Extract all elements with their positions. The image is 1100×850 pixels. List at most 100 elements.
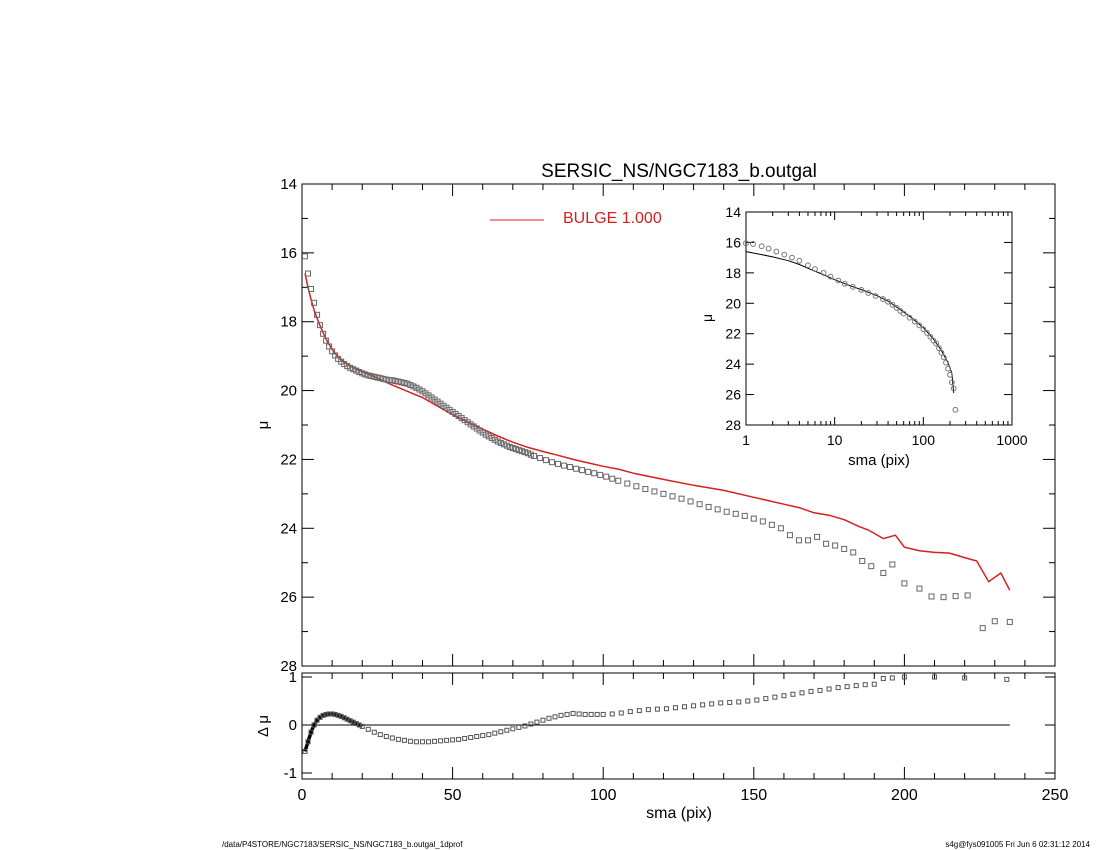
- residual-point: [302, 748, 308, 754]
- residual-point: [401, 737, 407, 743]
- observed-point: [488, 435, 495, 442]
- main-y-tick-label: 28: [280, 658, 297, 675]
- residual-point: [377, 732, 383, 738]
- inset-x-axis-label: sma (pix): [848, 452, 910, 469]
- observed-point: [509, 445, 516, 452]
- main-y-tick-label: 22: [280, 451, 297, 468]
- residual-point: [314, 717, 320, 723]
- residual-point: [356, 722, 362, 728]
- residual-dense-curve: [303, 712, 363, 752]
- inset-observed-point: [938, 349, 945, 356]
- observed-point: [332, 352, 339, 359]
- residual-point: [480, 733, 486, 739]
- observed-point: [609, 475, 616, 482]
- observed-point: [1006, 618, 1013, 625]
- chart-title: SERSIC_NS/NGC7183_b.outgal: [541, 161, 817, 182]
- residual-point: [835, 685, 841, 691]
- residual-point: [1004, 676, 1010, 682]
- observed-point: [916, 585, 923, 592]
- observed-point: [395, 378, 402, 385]
- residual-point: [504, 727, 510, 733]
- observed-point: [687, 498, 694, 505]
- inset-observed-point: [943, 359, 949, 366]
- residual-point: [709, 701, 715, 707]
- bulge-model-curve: [304, 273, 1011, 591]
- inset-model-lines: [745, 251, 955, 394]
- observed-point: [940, 594, 947, 601]
- observed-point: [311, 299, 318, 306]
- observed-point: [964, 592, 971, 599]
- residual-point: [672, 705, 678, 711]
- observed-point: [404, 380, 411, 387]
- observed-point: [365, 372, 372, 379]
- main-y-tick-label: 26: [280, 589, 297, 606]
- observed-point: [314, 311, 321, 318]
- inset-observed-point: [880, 296, 886, 302]
- residual-panel: 10-10 50 100 150 200 250 sma (pix) Δ μ: [255, 669, 1068, 822]
- inset-observed-point: [820, 269, 827, 276]
- residual-point: [745, 698, 751, 704]
- residual-point: [462, 735, 468, 741]
- observed-point: [573, 465, 580, 472]
- residual-point: [308, 729, 314, 735]
- observed-point: [386, 377, 393, 384]
- inset-observed-point: [916, 322, 923, 329]
- residual-point: [474, 734, 480, 740]
- observed-point: [901, 580, 908, 587]
- observed-point: [521, 449, 528, 456]
- observed-point: [305, 270, 312, 277]
- main-y-axis-label: μ: [255, 421, 272, 430]
- residual-point: [727, 699, 733, 705]
- inset-x-tick-label: 1: [742, 432, 750, 448]
- observed-point: [723, 508, 730, 515]
- inset-observed-point: [805, 262, 811, 269]
- residual-axes: 10-10 50 100 150 200 250: [284, 669, 1069, 804]
- residual-point: [326, 711, 332, 717]
- observed-point: [524, 450, 531, 457]
- observed-point: [880, 570, 887, 577]
- residual-point: [432, 738, 438, 744]
- residual-x-tick-label: 250: [1042, 787, 1069, 804]
- inset-y-axis-label: μ: [699, 314, 715, 322]
- residual-point: [350, 719, 356, 725]
- residual-point: [492, 730, 498, 736]
- observed-point: [585, 468, 592, 475]
- residual-point: [700, 702, 706, 708]
- inset-observed-point: [827, 273, 834, 280]
- inset-observed-points: [743, 240, 959, 413]
- observed-point: [518, 448, 525, 455]
- inset-observed-point: [835, 277, 842, 284]
- observed-point: [410, 383, 417, 390]
- observed-point: [889, 561, 896, 568]
- residual-point: [558, 712, 564, 718]
- residual-point: [772, 694, 778, 700]
- inset-observed-point: [952, 406, 959, 413]
- observed-point: [362, 371, 369, 378]
- residual-y-tick-label: -1: [284, 765, 297, 782]
- inset-y-tick-label: 18: [725, 265, 741, 281]
- inset-background: [745, 210, 1015, 425]
- observed-points: [302, 253, 1013, 632]
- observed-point: [615, 477, 622, 484]
- inset-y-tick-label: 28: [725, 417, 741, 433]
- residual-point: [338, 713, 344, 719]
- observed-point: [401, 379, 408, 386]
- inset-observed-point: [750, 241, 756, 247]
- residual-point: [582, 711, 588, 717]
- observed-point: [823, 540, 830, 547]
- observed-point: [323, 337, 330, 344]
- observed-point: [705, 503, 712, 510]
- residual-x-tick-label: 50: [444, 787, 462, 804]
- residual-point: [534, 719, 540, 725]
- observed-point: [841, 545, 848, 552]
- inset-y-tick-label: 16: [725, 234, 741, 250]
- observed-point: [494, 438, 501, 445]
- observed-point: [320, 330, 327, 337]
- observed-point: [669, 493, 676, 500]
- residual-point: [468, 734, 474, 740]
- residual-point: [305, 739, 311, 745]
- observed-point: [413, 384, 420, 391]
- observed-point: [497, 439, 504, 446]
- inset-observed-point: [765, 245, 772, 252]
